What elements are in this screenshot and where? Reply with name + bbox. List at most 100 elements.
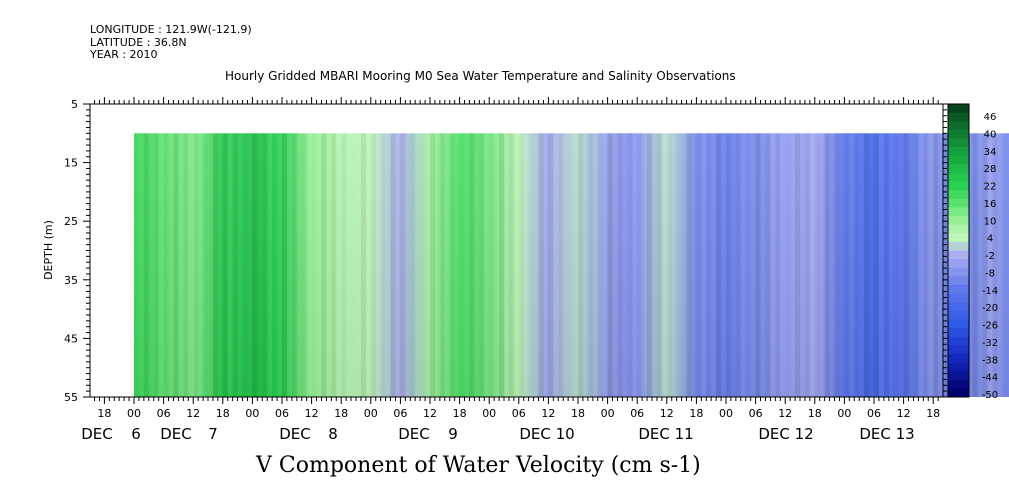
x-hour-label: 18 — [216, 407, 230, 420]
colorbar-swatch — [948, 388, 969, 398]
colorbar-label: -2 — [985, 251, 995, 262]
x-hour-label: 00 — [601, 407, 615, 420]
colorbar-swatch — [948, 345, 969, 355]
x-day-label: DEC — [279, 425, 311, 443]
colorbar-swatch — [948, 216, 969, 226]
colorbar-swatch — [948, 198, 969, 208]
x-day-label: 6 — [131, 425, 141, 443]
x-day-label: DEC 11 — [638, 425, 693, 443]
colorbar-swatch — [948, 190, 969, 200]
x-hour-label: 06 — [749, 407, 763, 420]
x-day-label: DEC — [160, 425, 192, 443]
colorbar-label: 16 — [984, 199, 997, 210]
x-day-label: DEC — [398, 425, 430, 443]
colorbar-swatch — [948, 224, 969, 234]
x-hour-label: 06 — [512, 407, 526, 420]
colorbar-swatch — [948, 164, 969, 174]
colorbar-label: -50 — [982, 390, 998, 401]
colorbar-swatch — [948, 181, 969, 191]
colorbar-swatch — [948, 147, 969, 157]
x-hour-label: 00 — [364, 407, 378, 420]
x-hour-label: 12 — [186, 407, 200, 420]
colorbar-swatch — [948, 293, 969, 303]
x-hour-label: 18 — [689, 407, 703, 420]
x-day-label: DEC — [81, 425, 113, 443]
colorbar-swatch — [948, 129, 969, 139]
x-hour-label: 18 — [926, 407, 940, 420]
colorbar-swatch — [948, 362, 969, 372]
x-hour-label: 12 — [305, 407, 319, 420]
x-day-label: 9 — [448, 425, 458, 443]
colorbar-swatch — [948, 379, 969, 389]
colorbar-swatch — [948, 207, 969, 217]
colorbar-swatch — [948, 302, 969, 312]
colorbar-label: 46 — [984, 112, 997, 123]
colorbar-label: 40 — [984, 129, 997, 140]
y-tick-label: 15 — [64, 157, 78, 170]
x-hour-label: 00 — [127, 407, 141, 420]
x-hour-label: 06 — [157, 407, 171, 420]
colorbar-swatch — [948, 319, 969, 329]
x-day-label: 8 — [328, 425, 338, 443]
y-tick-label: 35 — [64, 274, 78, 287]
x-hour-label: 06 — [630, 407, 644, 420]
year-text: YEAR : 2010 — [90, 48, 158, 61]
colorbar-label: 22 — [984, 182, 997, 193]
colorbar-swatch — [948, 310, 969, 320]
x-hour-label: 00 — [837, 407, 851, 420]
colorbar-swatch — [948, 155, 969, 165]
colorbar-swatch — [948, 328, 969, 338]
colorbar-swatch — [948, 371, 969, 381]
longitude-text: LONGITUDE : 121.9W(-121.9) — [90, 23, 252, 36]
x-hour-label: 06 — [867, 407, 881, 420]
x-hour-label: 18 — [334, 407, 348, 420]
x-hour-label: 12 — [897, 407, 911, 420]
colorbar-label: -44 — [982, 373, 998, 384]
colorbar-label: -26 — [982, 321, 998, 332]
colorbar-label: -32 — [982, 338, 998, 349]
colorbar-swatch — [948, 250, 969, 260]
x-hour-label: 06 — [393, 407, 407, 420]
x-hour-label: 18 — [808, 407, 822, 420]
metadata-block: LONGITUDE : 121.9W(-121.9) LATITUDE : 36… — [90, 23, 252, 62]
y-tick-label: 25 — [64, 215, 78, 228]
colorbar-swatch — [948, 121, 969, 131]
colorbar-swatch — [948, 353, 969, 364]
colorbar-swatch — [948, 112, 969, 122]
x-hour-label: 00 — [482, 407, 496, 420]
colorbar-swatch — [948, 336, 969, 346]
colorbar-swatch — [948, 172, 969, 183]
x-hour-label: 00 — [245, 407, 259, 420]
colorbar-swatch — [948, 284, 969, 295]
y-tick-label: 5 — [71, 98, 78, 111]
colorbar-label: -8 — [985, 268, 995, 279]
chart-variable-label: V Component of Water Velocity (cm s-1) — [256, 453, 701, 478]
x-hour-label: 12 — [660, 407, 674, 420]
colorbar-swatch — [948, 104, 969, 114]
colorbar-label: 34 — [984, 147, 997, 158]
x-hour-label: 12 — [541, 407, 555, 420]
colorbar-label: 4 — [987, 234, 993, 245]
colorbar-label: -20 — [982, 303, 998, 314]
y-tick-label: 55 — [64, 391, 78, 404]
x-hour-label: 00 — [719, 407, 733, 420]
colorbar-label: -14 — [982, 286, 998, 297]
y-tick-label: 45 — [64, 332, 78, 345]
x-hour-label: 18 — [453, 407, 467, 420]
colorbar-swatch — [948, 259, 969, 269]
x-hour-label: 06 — [275, 407, 289, 420]
latitude-text: LATITUDE : 36.8N — [90, 35, 187, 49]
x-day-label: DEC 12 — [758, 425, 813, 443]
colorbar-swatch — [948, 233, 969, 243]
x-hour-label: 18 — [97, 407, 111, 420]
velocity-depth-shade — [134, 133, 1009, 398]
colorbar-frame — [947, 103, 970, 398]
colorbar-swatch — [948, 241, 969, 251]
x-hour-label: 12 — [778, 407, 792, 420]
x-day-label: 7 — [208, 425, 218, 443]
plot-title: Hourly Gridded MBARI Mooring M0 Sea Wate… — [225, 69, 736, 83]
colorbar-label: 28 — [984, 164, 997, 175]
y-axis-label: DEPTH (m) — [42, 220, 55, 280]
x-day-label: DEC 13 — [859, 425, 914, 443]
colorbar-label: 10 — [984, 216, 997, 227]
